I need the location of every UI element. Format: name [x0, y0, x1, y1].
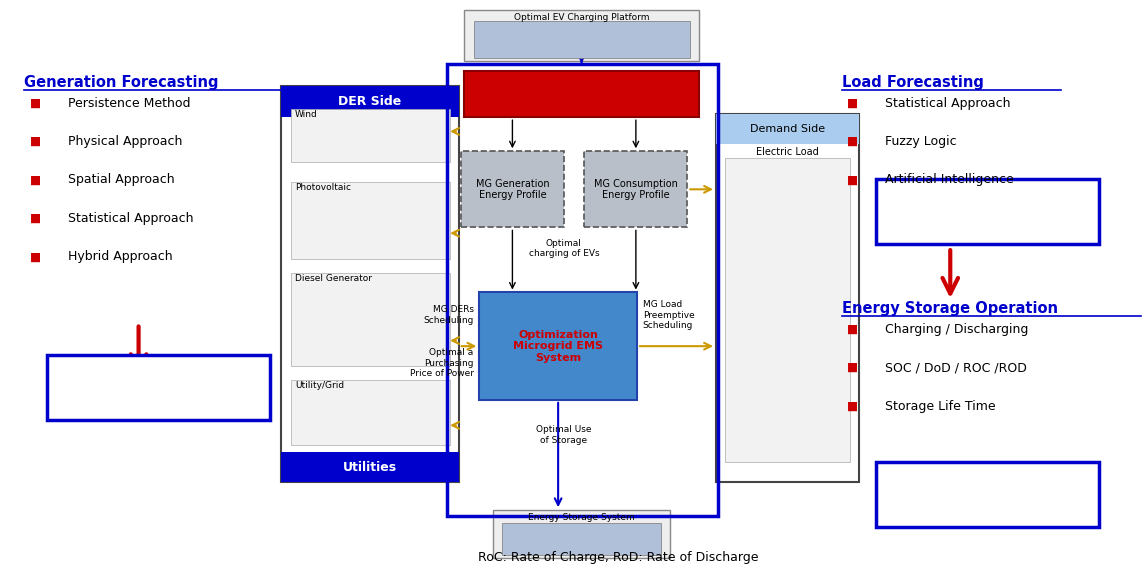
Text: Statistical Approach: Statistical Approach: [68, 212, 194, 225]
Text: Storage Life Time: Storage Life Time: [885, 400, 996, 412]
Text: Energy Storage System: Energy Storage System: [528, 513, 635, 522]
Text: RoC: Rate of Charge, RoD: Rate of Discharge: RoC: Rate of Charge, RoD: Rate of Discha…: [479, 551, 759, 564]
Text: ■: ■: [30, 173, 41, 186]
Text: Load Forecasting: Load Forecasting: [841, 75, 983, 90]
Text: MG Generation
Energy Profile: MG Generation Energy Profile: [476, 178, 549, 200]
FancyBboxPatch shape: [725, 158, 849, 462]
Text: Diesel Generator: Diesel Generator: [296, 274, 372, 283]
Text: ■: ■: [847, 361, 858, 374]
Text: SOC / DoD / ROC /ROD: SOC / DoD / ROC /ROD: [885, 361, 1027, 374]
Text: MG Consumption
Energy Profile: MG Consumption Energy Profile: [594, 178, 677, 200]
Text: Photovoltaic: Photovoltaic: [296, 183, 351, 193]
Text: Utilities: Utilities: [343, 461, 398, 474]
FancyBboxPatch shape: [291, 109, 449, 162]
FancyBboxPatch shape: [47, 354, 270, 420]
FancyBboxPatch shape: [291, 182, 449, 258]
FancyBboxPatch shape: [584, 151, 688, 227]
Text: ■: ■: [847, 400, 858, 412]
Text: ■: ■: [30, 97, 41, 110]
Text: Data Base: Data Base: [111, 378, 206, 396]
FancyBboxPatch shape: [473, 21, 690, 58]
Text: Spatial Approach: Spatial Approach: [68, 173, 174, 186]
FancyBboxPatch shape: [464, 10, 699, 61]
Text: Utility/Grid: Utility/Grid: [296, 381, 344, 390]
FancyBboxPatch shape: [876, 179, 1099, 244]
Text: Artificial Intelligence: Artificial Intelligence: [885, 173, 1014, 186]
Text: Statistical Approach: Statistical Approach: [885, 97, 1011, 110]
Text: Generation Forecasting: Generation Forecasting: [24, 75, 219, 90]
Text: Charging / Discharging: Charging / Discharging: [885, 323, 1028, 336]
Text: Data Base: Data Base: [940, 486, 1035, 504]
Text: Optimal a
Purchasing
Price of Power: Optimal a Purchasing Price of Power: [409, 348, 473, 378]
FancyBboxPatch shape: [716, 114, 858, 482]
Text: Optimal
charging of EVs: Optimal charging of EVs: [528, 239, 599, 258]
FancyBboxPatch shape: [461, 151, 564, 227]
Text: ■: ■: [30, 212, 41, 225]
FancyBboxPatch shape: [282, 86, 458, 117]
FancyBboxPatch shape: [282, 453, 458, 482]
Text: Electric Load: Electric Load: [756, 147, 818, 157]
Text: ■: ■: [30, 135, 41, 148]
FancyBboxPatch shape: [479, 293, 637, 400]
Text: Optimal Use
of Storage: Optimal Use of Storage: [536, 425, 591, 445]
FancyBboxPatch shape: [493, 510, 670, 558]
Text: Optimization
Microgrid EMS
System: Optimization Microgrid EMS System: [513, 329, 603, 363]
Text: ■: ■: [847, 323, 858, 336]
Text: Optimal EV Charging Platform: Optimal EV Charging Platform: [513, 13, 650, 22]
Text: Hybrid Approach: Hybrid Approach: [68, 250, 172, 264]
Text: Persistence Method: Persistence Method: [68, 97, 190, 110]
Text: Fuzzy Logic: Fuzzy Logic: [885, 135, 957, 148]
Text: ■: ■: [847, 135, 858, 148]
Text: Wind: Wind: [296, 110, 317, 119]
Text: MG Load
Preemptive
Scheduling: MG Load Preemptive Scheduling: [643, 300, 694, 330]
Text: Data Base: Data Base: [940, 203, 1035, 221]
Text: Energy Storage Operation: Energy Storage Operation: [841, 301, 1058, 316]
FancyBboxPatch shape: [876, 462, 1099, 527]
FancyBboxPatch shape: [502, 523, 661, 556]
FancyBboxPatch shape: [282, 86, 458, 482]
FancyBboxPatch shape: [464, 71, 699, 117]
Text: MG DERs
Scheduling: MG DERs Scheduling: [423, 306, 473, 325]
FancyBboxPatch shape: [716, 114, 858, 144]
Text: Physical Approach: Physical Approach: [68, 135, 182, 148]
Text: Demand Side: Demand Side: [749, 124, 825, 134]
Text: ■: ■: [847, 173, 858, 186]
FancyBboxPatch shape: [291, 273, 449, 366]
Text: DER Side: DER Side: [338, 95, 402, 108]
FancyBboxPatch shape: [291, 380, 449, 445]
Text: Microgrid CLOUD EMS: Microgrid CLOUD EMS: [509, 87, 654, 101]
Text: ■: ■: [847, 97, 858, 110]
Text: ■: ■: [30, 250, 41, 264]
